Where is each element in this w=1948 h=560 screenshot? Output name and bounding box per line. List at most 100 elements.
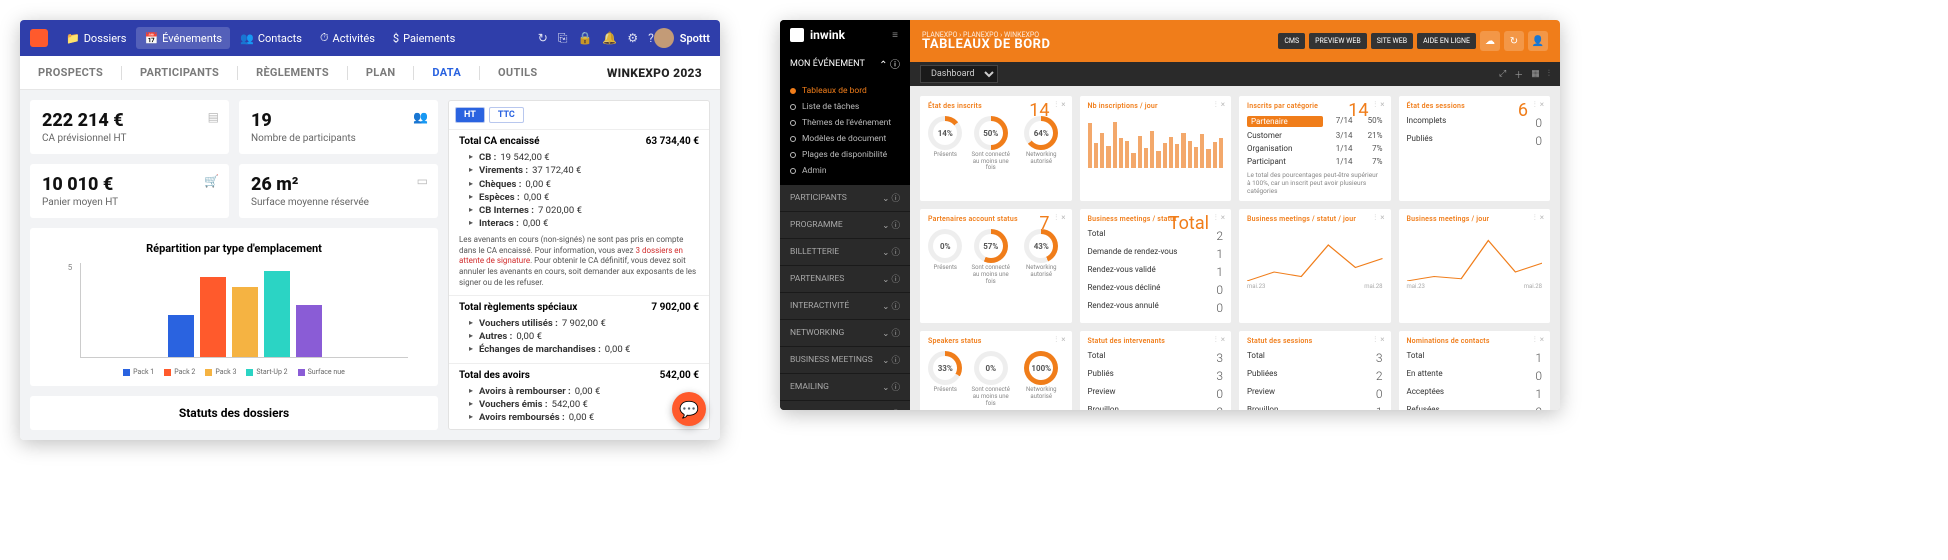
sidebar-item[interactable]: PARTENAIRES⌄ ⓘ xyxy=(780,266,910,293)
card-close-icon[interactable]: × xyxy=(1221,100,1225,110)
screenshot-spottt: 📁Dossiers📅Événements👥Contacts⏱Activités$… xyxy=(20,20,720,440)
sidebar-sub-item[interactable]: Plages de disponibilité xyxy=(780,147,910,163)
sidebar-item[interactable]: EMAILING⌄ ⓘ xyxy=(780,374,910,401)
sidebar-event[interactable]: MON ÉVÉNEMENT⌃ ⓘ xyxy=(780,50,910,77)
card-menu-icon[interactable]: ⫶ xyxy=(1374,213,1376,223)
card-close-icon[interactable]: × xyxy=(1380,213,1384,223)
card-menu-icon[interactable]: ⫶ xyxy=(1534,100,1536,110)
kpi-icon: ▤ xyxy=(208,110,219,124)
dashboard-select[interactable]: Dashboard xyxy=(920,65,998,83)
pill-ht[interactable]: HT xyxy=(455,107,485,123)
add-icon[interactable]: ＋ xyxy=(1514,68,1523,81)
card-close-icon[interactable]: × xyxy=(1061,100,1065,110)
kpi: 19Nombre de participants👥 xyxy=(239,100,438,154)
header-btn[interactable]: AIDE EN LIGNE xyxy=(1417,33,1476,49)
finance-panel: HTTTC Total CA encaissé63 734,40 €CB : 1… xyxy=(448,100,710,430)
nav-activités[interactable]: ⏱Activités xyxy=(312,27,383,49)
sidebar-sub-item[interactable]: Admin xyxy=(780,163,910,179)
card-menu-icon[interactable]: ⫶ xyxy=(1055,100,1057,110)
tab-plan[interactable]: PLAN xyxy=(366,66,396,79)
card-menu-icon[interactable]: ⫶ xyxy=(1374,335,1376,345)
card-close-icon[interactable]: × xyxy=(1221,213,1225,223)
card-menu-icon[interactable]: ⫶ xyxy=(1215,335,1217,345)
sidebar-item[interactable]: PROGRAMME⌄ ⓘ xyxy=(780,212,910,239)
bar xyxy=(264,271,290,357)
card-close-icon[interactable]: × xyxy=(1221,335,1225,345)
user-icon[interactable]: 👤 xyxy=(1528,31,1548,51)
expand-icon[interactable]: ⤢ xyxy=(1499,69,1506,79)
dashboard-card: ⫶×Statut des sessionsTotal3Publiées2Prev… xyxy=(1239,331,1391,410)
dashboard-card: ⫶×Speakers status33%Présents0%Sont conne… xyxy=(920,331,1072,410)
bar xyxy=(296,305,322,357)
sidebar-item[interactable]: BILLETTERIE⌄ ⓘ xyxy=(780,239,910,266)
kpi-icon: 👥 xyxy=(413,110,428,124)
header-bar: PLANEXPO › PLANEXPO › WINKEXPO TABLEAUX … xyxy=(910,20,1560,62)
ellipsis-icon[interactable]: ⫶ xyxy=(1548,69,1550,79)
dashboard-card: ⫶×Partenaires account status70%Présents5… xyxy=(920,209,1072,323)
card-menu-icon[interactable]: ⫶ xyxy=(1055,213,1057,223)
chart-panel: Répartition par type d'emplacement 5 Pac… xyxy=(30,228,438,386)
nav-paiements[interactable]: $Paiements xyxy=(385,27,463,49)
tab-participants[interactable]: PARTICIPANTS xyxy=(140,66,219,79)
header-btn[interactable]: CMS xyxy=(1278,33,1305,49)
toolbar: Dashboard ⤢ ＋ ▦ ⫶ xyxy=(910,62,1560,86)
bar xyxy=(200,277,226,357)
refresh-icon[interactable]: ↻ xyxy=(1504,31,1524,51)
card-close-icon[interactable]: × xyxy=(1540,100,1544,110)
dashboard-card: ⫶×Inscrits par catégorie14Partenaire7/14… xyxy=(1239,96,1391,201)
chat-fab[interactable]: 💬 xyxy=(672,392,706,426)
dashboard-card: ⫶×Business meetings / jourmai.23mai.28 xyxy=(1399,209,1551,323)
sidebar: inwink ≡ MON ÉVÉNEMENT⌃ ⓘ Tableaux de bo… xyxy=(780,20,910,410)
grid-icon[interactable]: ▦ xyxy=(1531,69,1540,79)
bar xyxy=(232,287,258,358)
brand: inwink xyxy=(780,20,880,50)
tab-data[interactable]: DATA xyxy=(432,66,461,79)
dashboard-card: ⫶×État des sessions6Incomplets0Publiés0 xyxy=(1399,96,1551,201)
sidebar-item[interactable]: NETWORKING⌄ ⓘ xyxy=(780,320,910,347)
nav-événements[interactable]: 📅Événements xyxy=(136,27,230,49)
sidebar-sub-item[interactable]: Tableaux de bord xyxy=(780,83,910,99)
card-menu-icon[interactable]: ⫶ xyxy=(1374,100,1376,110)
card-close-icon[interactable]: × xyxy=(1380,100,1384,110)
cloud-icon[interactable]: ☁ xyxy=(1480,31,1500,51)
lock-icon[interactable]: 🔒 xyxy=(577,31,592,45)
tab-prospects[interactable]: PROSPECTS xyxy=(38,66,103,79)
sidebar-sub-item[interactable]: Liste de tâches xyxy=(780,99,910,115)
tab-outils[interactable]: OUTILS xyxy=(498,66,537,79)
finance-section: Total règlements spéciaux7 902,00 €Vouch… xyxy=(449,296,709,364)
sidebar-item[interactable]: INTERACTIVITÉ⌄ ⓘ xyxy=(780,293,910,320)
card-menu-icon[interactable]: ⫶ xyxy=(1534,335,1536,345)
card-menu-icon[interactable]: ⫶ xyxy=(1215,100,1217,110)
sidebar-item[interactable]: BUSINESS MEETINGS⌄ ⓘ xyxy=(780,347,910,374)
nav-dossiers[interactable]: 📁Dossiers xyxy=(58,27,134,49)
sidebar-item[interactable]: SITE WEB⌄ ⓘ xyxy=(780,401,910,410)
kpi: 26 m²Surface moyenne réservée▭ xyxy=(239,164,438,218)
header-btn[interactable]: PREVIEW WEB xyxy=(1309,33,1367,49)
card-menu-icon[interactable]: ⫶ xyxy=(1055,335,1057,345)
card-close-icon[interactable]: × xyxy=(1061,335,1065,345)
nav-contacts[interactable]: 👥Contacts xyxy=(232,27,310,49)
finance-section: Total des avoirs542,00 €Avoirs à rembour… xyxy=(449,364,709,430)
tab-règlements[interactable]: RÈGLEMENTS xyxy=(256,66,329,79)
card-close-icon[interactable]: × xyxy=(1061,213,1065,223)
card-menu-icon[interactable]: ⫶ xyxy=(1534,213,1536,223)
menu-toggle[interactable]: ≡ xyxy=(880,20,910,50)
event-name: WINKEXPO 2023 xyxy=(607,66,702,80)
card-menu-icon[interactable]: ⫶ xyxy=(1215,213,1217,223)
card-close-icon[interactable]: × xyxy=(1540,335,1544,345)
sidebar-sub-item[interactable]: Thèmes de l'événement xyxy=(780,115,910,131)
card-close-icon[interactable]: × xyxy=(1540,213,1544,223)
sidebar-item[interactable]: PARTICIPANTS⌄ ⓘ xyxy=(780,185,910,212)
dashboard-card: ⫶×Nominations de contactsTotal1En attent… xyxy=(1399,331,1551,410)
user-menu[interactable]: Spottt xyxy=(654,28,710,48)
dashboard-card: ⫶×Business meetings / statutTotalTotal2D… xyxy=(1080,209,1232,323)
screenshot-inwink: inwink ≡ MON ÉVÉNEMENT⌃ ⓘ Tableaux de bo… xyxy=(780,20,1560,410)
finance-section: Total CA encaissé63 734,40 €CB : 19 542,… xyxy=(449,130,709,296)
pill-ttc[interactable]: TTC xyxy=(489,107,524,123)
card-close-icon[interactable]: × xyxy=(1380,335,1384,345)
kpi-icon: ▭ xyxy=(417,174,428,188)
header-btn[interactable]: SITE WEB xyxy=(1371,33,1413,49)
sidebar-sub-item[interactable]: Modèles de document xyxy=(780,131,910,147)
dashboard-card: ⫶×Statut des intervenantsTotal3Publiés3P… xyxy=(1080,331,1232,410)
kpi-icon: 🛒 xyxy=(204,174,219,188)
